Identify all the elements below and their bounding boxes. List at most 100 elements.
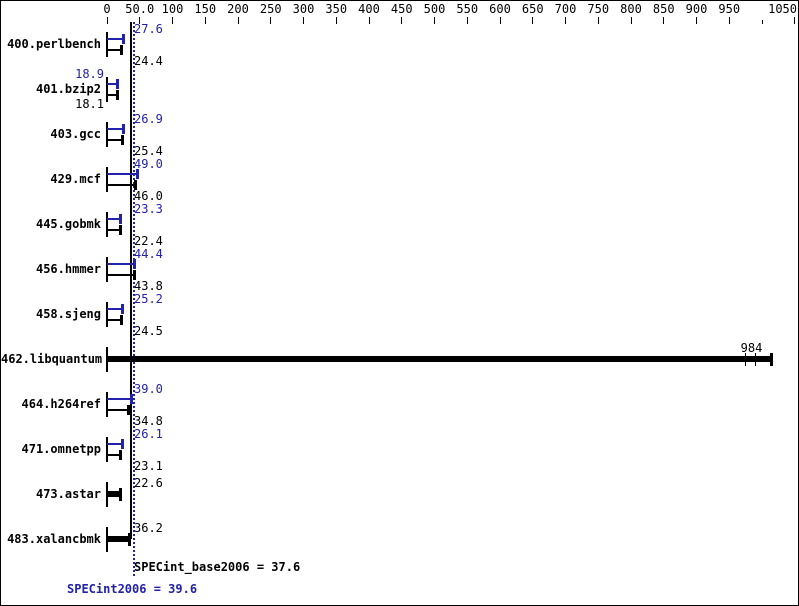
benchmark-name: 471.omnetpp <box>21 442 101 456</box>
benchmark-name: 464.h264ref <box>21 397 101 411</box>
benchmark-name: 403.gcc <box>50 127 101 141</box>
peak-value-label: 27.6 <box>134 22 163 36</box>
peak-value-label: 23.3 <box>134 202 163 216</box>
row-zero-bracket <box>106 347 108 372</box>
row-zero-bracket <box>106 482 108 507</box>
benchmark-name: 429.mcf <box>50 172 101 186</box>
axis-tick <box>434 17 435 24</box>
base-value-label: 24.5 <box>134 324 163 338</box>
base-value-label: 46.0 <box>134 189 163 203</box>
axis-tick-label: 650 <box>521 2 544 16</box>
base-value-label: 25.4 <box>134 144 163 158</box>
axis-tick-label: 1050 <box>768 2 797 16</box>
base-bar-cap <box>118 225 122 235</box>
axis-tick-label: 350 <box>325 2 348 16</box>
peak-value-label: 26.9 <box>134 112 163 126</box>
axis-tick <box>303 17 304 24</box>
axis-tick <box>565 17 566 24</box>
base-bar <box>107 184 138 186</box>
axis-tick <box>270 17 272 24</box>
base-bar <box>107 274 136 276</box>
axis-tick-label: 500 <box>423 2 446 16</box>
base-bar <box>107 229 122 231</box>
axis-tick <box>499 17 501 24</box>
peak-mean-line <box>132 22 135 578</box>
base-bar <box>107 49 123 51</box>
axis-tick <box>204 17 206 24</box>
row-zero-bracket <box>106 77 108 102</box>
axis-tick <box>728 17 730 24</box>
peak-bar <box>107 218 123 220</box>
base-bar-cap <box>120 315 124 325</box>
row-zero-bracket <box>106 437 108 462</box>
axis-tick <box>172 17 173 24</box>
benchmark-name: 400.perlbench <box>7 37 101 51</box>
peak-bar-cap <box>120 304 124 314</box>
peak-value-label: 44.4 <box>134 247 163 261</box>
base-bar-cap <box>134 180 138 190</box>
peak-bar-cap <box>136 169 140 179</box>
axis-tick-label: 250 <box>259 2 282 16</box>
axis-tick <box>630 17 632 24</box>
peak-mean-label: SPECint2006 = 39.6 <box>67 582 198 596</box>
base-bar-cap <box>119 450 123 460</box>
peak-bar-cap <box>116 79 120 89</box>
run-tick <box>754 352 757 366</box>
row-zero-bracket <box>106 257 108 282</box>
axis-tick <box>663 17 665 24</box>
benchmark-name: 483.xalancbmk <box>7 532 101 546</box>
axis-tick-label: 800 <box>620 2 642 16</box>
row-zero-bracket <box>106 392 108 417</box>
axis-tick <box>106 17 108 24</box>
axis-tick <box>597 17 599 24</box>
peak-bar <box>107 308 124 310</box>
peak-value-label: 26.1 <box>134 427 163 441</box>
peak-bar <box>107 128 125 130</box>
merged-bar <box>107 491 122 497</box>
base-value-label: 22.4 <box>134 234 163 248</box>
base-value-label: 23.1 <box>134 459 163 473</box>
peak-bar-cap <box>121 439 125 449</box>
axis-tick <box>794 17 796 24</box>
base-bar-cap <box>126 405 130 415</box>
merged-bar <box>107 536 131 542</box>
axis-tick <box>696 17 697 24</box>
benchmark-name: 445.gobmk <box>35 217 101 231</box>
axis-tick-label: 0 <box>103 2 111 16</box>
value-label: 984 <box>740 341 763 355</box>
peak-value-label: 25.2 <box>134 292 163 306</box>
value-label: 36.2 <box>134 521 163 535</box>
row-zero-bracket <box>106 32 108 57</box>
axis-tick-label: 700 <box>554 2 577 16</box>
axis-tick-label: 750 <box>587 2 610 16</box>
merged-bar-cap <box>118 487 122 501</box>
axis-tick <box>139 17 141 24</box>
axis-tick <box>368 17 370 24</box>
peak-bar-cap <box>119 214 123 224</box>
base-bar <box>107 139 124 141</box>
base-bar-cap <box>120 135 124 145</box>
base-bar-cap <box>115 90 119 100</box>
peak-bar <box>107 443 125 445</box>
benchmark-name: 473.astar <box>35 487 101 501</box>
base-bar-cap <box>132 270 136 280</box>
base-bar <box>107 409 130 411</box>
axis-tick <box>237 17 239 24</box>
axis-tick-label: 200 <box>227 2 249 16</box>
peak-bar <box>107 38 126 40</box>
base-bar-cap <box>119 45 123 55</box>
peak-bar-cap <box>122 34 126 44</box>
peak-bar-cap <box>133 259 137 269</box>
base-value-label: 43.8 <box>134 279 163 293</box>
peak-bar-cap <box>129 394 133 404</box>
merged-bar <box>107 356 774 362</box>
axis-tick-label: 150 <box>194 2 217 16</box>
base-mean-line <box>129 22 132 539</box>
axis-tick <box>335 17 337 24</box>
row-zero-bracket <box>106 212 108 237</box>
run-tick <box>744 352 747 366</box>
base-mean-label: SPECint_base2006 = 37.6 <box>134 560 301 574</box>
